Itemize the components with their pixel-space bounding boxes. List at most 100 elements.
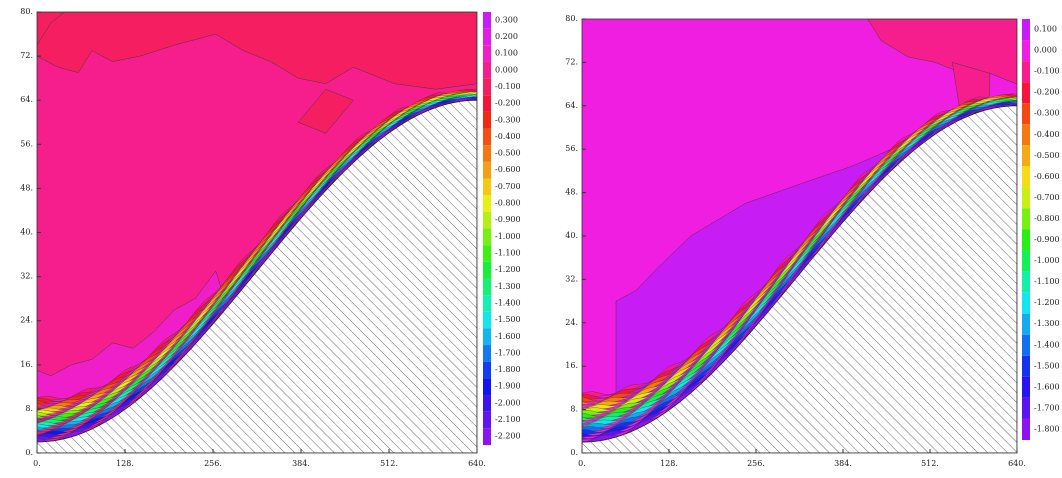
y-tick-label: 48. <box>20 183 33 192</box>
colorbar-cell <box>483 411 491 429</box>
y-tick-label: 32. <box>20 272 33 281</box>
colorbar-cell <box>483 395 491 412</box>
colorbar-cell <box>1022 418 1030 440</box>
colorbar-cell <box>483 128 491 146</box>
x-tick-label: 0. <box>578 459 586 468</box>
y-tick-label: 16. <box>20 360 33 369</box>
colorbar-cell <box>483 378 491 396</box>
x-tick-label: 128. <box>660 459 678 468</box>
contour-band <box>582 97 1017 410</box>
y-tick-label: 0. <box>570 448 578 457</box>
colorbar-cell <box>483 111 491 129</box>
colorbar-cell <box>483 311 491 329</box>
colorbar-cell <box>483 145 491 162</box>
colorbar-cell <box>1022 250 1030 272</box>
colorbar-cell <box>1022 271 1030 293</box>
colorbar-label: -0.600 <box>1034 172 1060 181</box>
colorbar-label: -1.500 <box>1034 361 1060 370</box>
colorbar-cell <box>1022 40 1030 62</box>
colorbar-cell <box>483 161 491 179</box>
colorbar-cell <box>1022 103 1030 125</box>
colorbar-cell <box>1022 355 1030 377</box>
colorbar-cell <box>483 61 491 79</box>
y-tick-label: 80. <box>565 14 578 23</box>
colorbar-label: -1.900 <box>495 382 521 391</box>
colorbar-cell <box>483 228 491 246</box>
colorbar-label: -1.300 <box>495 282 521 291</box>
colorbar-label: -1.000 <box>1034 256 1060 265</box>
colorbar-label: -1.300 <box>1034 319 1060 328</box>
colorbar-label: -0.800 <box>495 199 521 208</box>
colorbar-cell <box>483 345 491 362</box>
colorbar-label: -0.900 <box>495 215 521 224</box>
colorbar-cell <box>1022 334 1030 356</box>
y-tick-label: 40. <box>20 228 33 237</box>
contour-band <box>37 94 477 423</box>
contour-band <box>582 100 1017 429</box>
y-tick-label: 8. <box>570 405 578 414</box>
colorbar-label: -0.300 <box>1034 109 1060 118</box>
contour-region <box>297 88 354 134</box>
colorbar-cell <box>1022 124 1030 146</box>
colorbar-label: -1.200 <box>495 265 521 274</box>
y-tick-label: 24. <box>565 318 578 327</box>
y-tick-label: 40. <box>565 231 578 240</box>
colorbar-label: -0.300 <box>495 115 521 124</box>
colorbar-label: -2.100 <box>495 415 521 424</box>
contour-band <box>37 97 477 435</box>
contour-band <box>37 96 477 437</box>
colorbar-label: -1.800 <box>1034 424 1060 433</box>
colorbar-cell <box>1022 166 1030 188</box>
colorbar-label: 0.200 <box>495 32 518 41</box>
y-tick-label: 32. <box>565 274 578 283</box>
colorbar-cell <box>483 361 491 379</box>
colorbar-label: 0.000 <box>1034 46 1057 55</box>
colorbar-cell <box>1022 187 1030 209</box>
colorbar-cell <box>1022 397 1030 419</box>
colorbar-label: -0.100 <box>495 82 521 91</box>
colorbar-cell <box>483 328 491 346</box>
colorbar-cell <box>483 245 491 262</box>
colorbar-label: -0.100 <box>1034 67 1060 76</box>
colorbar-cell <box>483 45 491 62</box>
y-tick-label: 72. <box>565 57 578 66</box>
y-tick-label: 80. <box>20 7 33 16</box>
colorbar-cell <box>483 28 491 46</box>
colorbar-cell <box>1022 61 1030 83</box>
colorbar-label: -0.500 <box>495 149 521 158</box>
colorbar-cell <box>483 95 491 112</box>
colorbar-cell <box>1022 208 1030 230</box>
colorbar-label: -0.400 <box>1034 130 1060 139</box>
x-tick-label: 128. <box>116 459 134 468</box>
colorbar-cell <box>483 12 491 29</box>
x-tick-label: 256. <box>747 459 765 468</box>
colorbar-label: -1.100 <box>1034 277 1060 286</box>
colorbar-label: -1.700 <box>495 348 521 357</box>
colorbar-cell <box>483 428 491 445</box>
contour-region <box>37 12 65 46</box>
x-tick-label: 512. <box>380 459 398 468</box>
x-tick-label: 256. <box>204 459 222 468</box>
colorbar-label: 0.000 <box>495 65 518 74</box>
contour-band <box>582 96 1017 413</box>
x-tick-label: 640. <box>1008 459 1026 468</box>
colorbar-label: -0.200 <box>495 99 521 108</box>
colorbar-cell <box>483 261 491 279</box>
colorbar-label: -0.200 <box>1034 88 1060 97</box>
colorbar-label: 0.300 <box>495 15 518 24</box>
x-tick-label: 512. <box>921 459 939 468</box>
colorbar-cell <box>483 78 491 96</box>
colorbar-label: -2.200 <box>495 432 521 441</box>
contour-band <box>582 93 1017 397</box>
colorbar-label: -0.400 <box>495 132 521 141</box>
y-tick-label: 8. <box>25 404 33 413</box>
colorbar-label: -1.500 <box>495 315 521 324</box>
y-tick-label: 64. <box>565 101 578 110</box>
colorbar-cell <box>1022 19 1030 41</box>
colorbar-label: 0.100 <box>1034 25 1057 34</box>
y-tick-label: 72. <box>20 51 33 60</box>
y-tick-label: 56. <box>565 144 578 153</box>
colorbar-label: -1.600 <box>1034 382 1060 391</box>
colorbar-label: -0.900 <box>1034 235 1060 244</box>
terrain <box>37 99 477 453</box>
